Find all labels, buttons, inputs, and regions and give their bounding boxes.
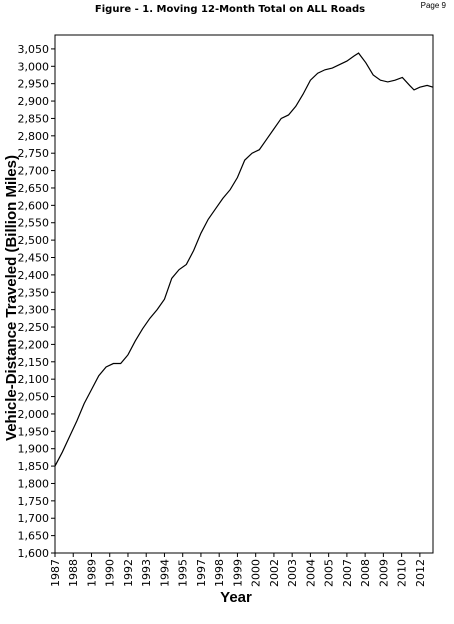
x-tick-label: 1988 <box>67 559 80 587</box>
x-tick-label: 2003 <box>286 559 299 587</box>
x-tick-label: 1997 <box>195 559 208 587</box>
y-tick-label: 3,000 <box>18 60 50 73</box>
y-tick-label: 1,600 <box>18 547 50 560</box>
y-tick-label: 2,000 <box>18 408 50 421</box>
y-tick-label: 2,300 <box>18 304 50 317</box>
y-tick-label: 2,400 <box>18 269 50 282</box>
y-tick-label: 2,200 <box>18 338 50 351</box>
y-tick-label: 2,250 <box>18 321 50 334</box>
y-tick-label: 2,500 <box>18 234 50 247</box>
y-tick-label: 2,100 <box>18 373 50 386</box>
y-tick-label: 2,900 <box>18 95 50 108</box>
y-tick-label: 2,150 <box>18 356 50 369</box>
y-tick-label: 2,750 <box>18 147 50 160</box>
y-tick-label: 2,650 <box>18 182 50 195</box>
data-line <box>54 52 434 467</box>
x-tick-label: 1998 <box>213 559 226 587</box>
y-tick-label: 1,850 <box>18 460 50 473</box>
y-tick-label: 2,450 <box>18 251 50 264</box>
x-tick-label: 1990 <box>104 559 117 587</box>
x-tick-label: 2012 <box>414 559 427 587</box>
y-tick-label: 2,050 <box>18 391 50 404</box>
x-tick-label: 2002 <box>268 559 281 587</box>
x-tick-label: 2010 <box>396 559 409 587</box>
y-tick-label: 1,800 <box>18 477 50 490</box>
y-tick-label: 2,800 <box>18 130 50 143</box>
x-tick-label: 1992 <box>122 559 135 587</box>
x-tick-label: 2005 <box>323 559 336 587</box>
y-tick-label: 1,700 <box>18 512 50 525</box>
x-tick-label: 2008 <box>359 559 372 587</box>
y-tick-label: 1,750 <box>18 495 50 508</box>
x-tick-label: 1999 <box>231 559 244 587</box>
y-tick-label: 2,950 <box>18 78 50 91</box>
y-tick-label: 3,050 <box>18 43 50 56</box>
y-tick-label: 2,350 <box>18 286 50 299</box>
x-tick-label: 1993 <box>140 559 153 587</box>
x-tick-label: 1987 <box>49 559 62 587</box>
y-tick-label: 1,900 <box>18 443 50 456</box>
y-tick-label: 1,950 <box>18 425 50 438</box>
x-tick-label: 1989 <box>85 559 98 587</box>
y-tick-label: 2,700 <box>18 165 50 178</box>
x-tick-label: 2009 <box>377 559 390 587</box>
x-axis-title: Year <box>220 589 252 606</box>
plot-frame <box>54 34 434 554</box>
x-tick-label: 1995 <box>177 559 190 587</box>
y-tick-label: 2,550 <box>18 217 50 230</box>
page-label: Page 9 <box>421 1 447 10</box>
y-tick-label: 1,650 <box>18 530 50 543</box>
y-axis-title: Vehicle-Distance Traveled (Billion Miles… <box>3 155 20 441</box>
y-tick-label: 2,600 <box>18 199 50 212</box>
x-tick-label: 2000 <box>250 559 263 587</box>
x-tick-label: 2007 <box>341 559 354 587</box>
x-tick-label: 1994 <box>158 559 171 587</box>
y-tick-label: 2,850 <box>18 112 50 125</box>
x-tick-label: 2004 <box>304 559 317 587</box>
chart-title: Figure - 1. Moving 12-Month Total on ALL… <box>95 4 365 15</box>
